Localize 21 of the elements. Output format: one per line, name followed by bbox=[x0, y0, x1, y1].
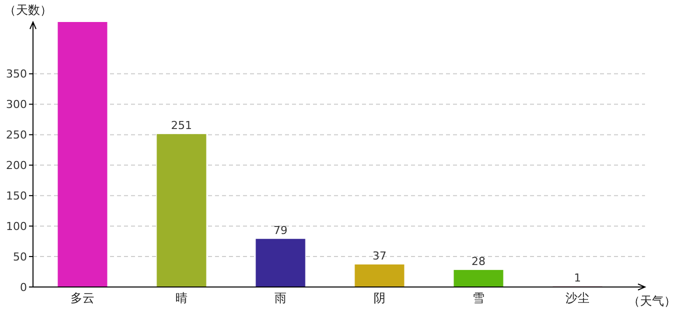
data-label: 79 bbox=[274, 224, 288, 237]
y-tick-label: 250 bbox=[6, 128, 27, 142]
y-tick-label: 100 bbox=[6, 220, 27, 233]
y-tick-label: 200 bbox=[6, 159, 27, 172]
y-tick-label: 150 bbox=[6, 189, 27, 202]
data-label: 251 bbox=[171, 119, 192, 132]
x-axis-title: （天气） bbox=[628, 294, 676, 308]
x-tick-label: 沙尘 bbox=[566, 291, 590, 305]
y-tick-label: 50 bbox=[13, 250, 27, 264]
x-tick-label: 多云 bbox=[70, 291, 94, 305]
x-tick-label: 雪 bbox=[472, 291, 484, 305]
data-label: 28 bbox=[472, 254, 486, 268]
x-tick-label: 晴 bbox=[176, 291, 188, 305]
y-tick-label: 350 bbox=[6, 68, 27, 81]
data-label: 1 bbox=[574, 271, 581, 284]
x-tick-label: 雨 bbox=[274, 291, 286, 305]
y-tick-label: 300 bbox=[6, 98, 27, 112]
y-tick-label: 0 bbox=[20, 280, 27, 294]
data-label: 37 bbox=[372, 249, 386, 262]
x-tick-label: 阴 bbox=[374, 291, 386, 305]
y-axis-title: （天数） bbox=[4, 3, 52, 17]
